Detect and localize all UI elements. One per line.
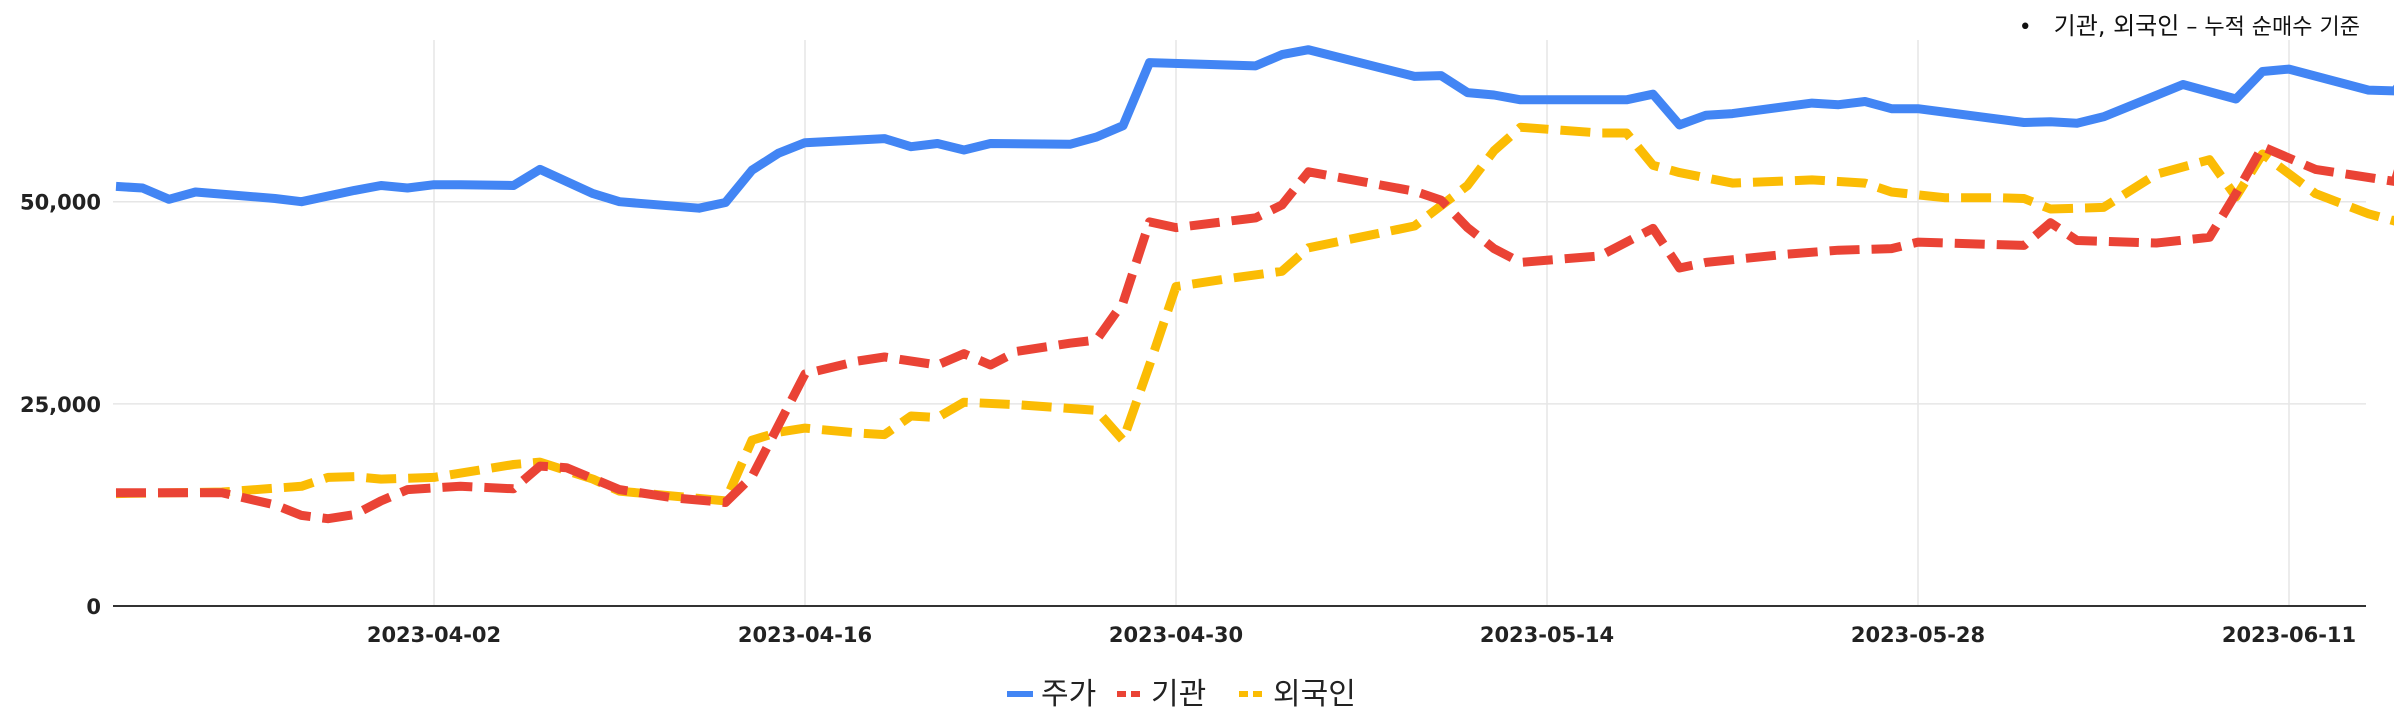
y-tick-label: 25,000 <box>20 393 101 417</box>
legend: 주가 기관 외국인 <box>1007 677 1356 712</box>
series-line-institution <box>116 142 2394 524</box>
x-tick-label: 2023-04-02 <box>367 623 501 647</box>
x-tick-label: 2023-04-16 <box>738 623 872 647</box>
y-tick-label: 50,000 <box>20 191 101 215</box>
axes: 0 25,000 50,000 2023-04-02 2023-04-16 2023-04… <box>20 191 2366 647</box>
note-sub-text: – 누적 순매수 기준 <box>2179 15 2360 40</box>
series-lines <box>115 45 2394 524</box>
y-tick-label: 0 <box>86 595 101 619</box>
note-main-text: 기관, 외국인 <box>2053 12 2180 40</box>
series-line-stock <box>115 45 2394 213</box>
legend-label-stock: 주가 <box>1041 677 1096 712</box>
legend-label-institution: 기관 <box>1151 677 1206 712</box>
x-tick-label: 2023-04-30 <box>1109 623 1243 647</box>
x-tick-label: 2023-05-14 <box>1480 623 1614 647</box>
grid-lines <box>113 40 2366 606</box>
legend-label-foreign: 외국인 <box>1273 677 1356 712</box>
x-tick-label: 2023-06-11 <box>2222 623 2356 647</box>
x-tick-label: 2023-05-28 <box>1851 623 1985 647</box>
chart-note: • 기관, 외국인 – 누적 순매수 기준 <box>2019 6 2360 41</box>
note-bullet: • <box>2018 15 2032 40</box>
